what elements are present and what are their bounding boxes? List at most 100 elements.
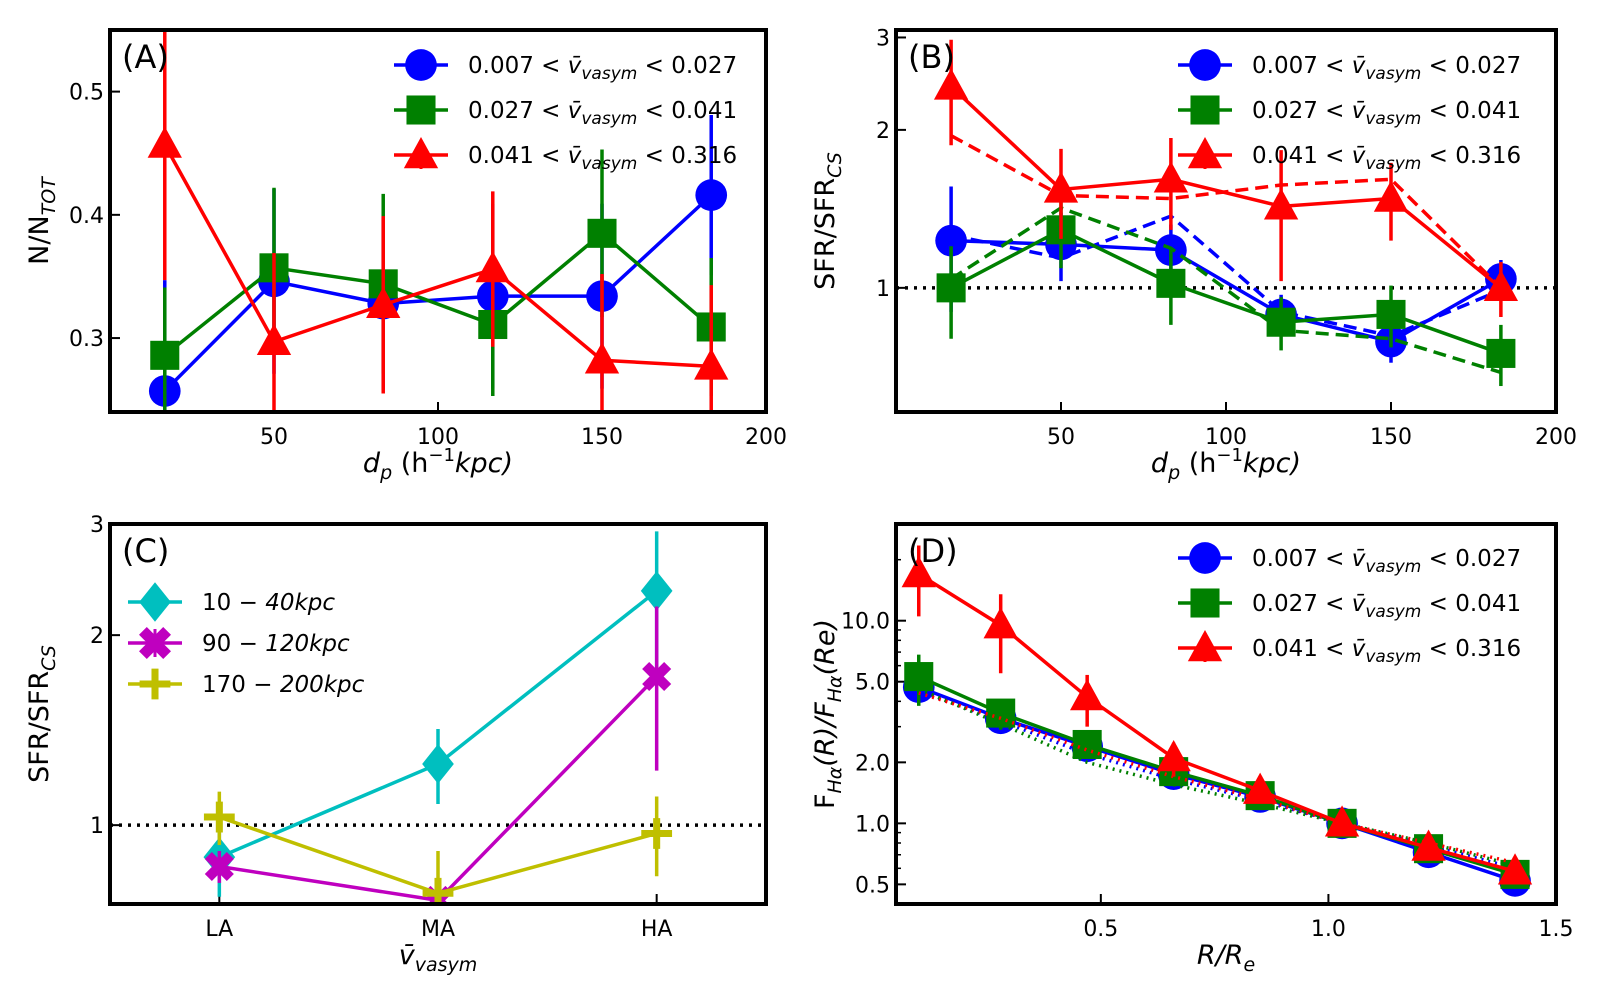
- legend-marker: [406, 95, 436, 125]
- series-line: [163, 231, 713, 357]
- legend-item-3: 0.041 < v̄vasym < 0.316: [394, 136, 737, 174]
- legend-item-3: 0.041 < v̄vasym < 0.316: [1178, 136, 1521, 174]
- legend-label: 0.027 < v̄vasym < 0.041: [468, 98, 737, 129]
- series-3: [203, 791, 673, 904]
- data-point: [366, 286, 401, 318]
- panel-label: (B): [908, 38, 955, 76]
- legend-item-2: 90 − 120kpc: [128, 627, 350, 659]
- y-tick-label: 10.0: [841, 610, 890, 635]
- legend: 0.007 < v̄vasym < 0.027 0.027 < v̄vasym <…: [1178, 49, 1521, 174]
- data-point: [1497, 853, 1533, 885]
- legend-label: 0.007 < v̄vasym < 0.027: [1252, 546, 1521, 577]
- y-tick-label: 5.0: [855, 671, 890, 696]
- data-point: [1156, 740, 1191, 772]
- y-tick-label: 0.5: [855, 873, 890, 898]
- plot-area-a: [147, 30, 729, 412]
- data-point: [936, 273, 966, 303]
- legend-label: 0.041 < v̄vasym < 0.316: [1252, 143, 1521, 174]
- plot-area-d: [901, 545, 1533, 897]
- axes-frame: [894, 28, 1558, 414]
- legend-marker: [1189, 49, 1221, 81]
- panel-label: (C): [122, 532, 169, 570]
- x-tick-label: 50: [260, 425, 288, 450]
- data-point-stroke: [641, 818, 673, 849]
- legend: 0.007 < v̄vasym < 0.027 0.027 < v̄vasym <…: [394, 49, 737, 174]
- x-tick-label: 100: [417, 425, 459, 450]
- legend: 10 − 40kpc 90 − 120kpc 170 − 200kpc: [128, 582, 365, 700]
- legend-item-1: 10 − 40kpc: [128, 582, 335, 622]
- axes-frame: [108, 522, 768, 906]
- data-point: [695, 179, 728, 211]
- legend-label: 0.007 < v̄vasym < 0.027: [1252, 53, 1521, 84]
- data-point: [1072, 729, 1102, 760]
- data-point-stroke: [203, 801, 235, 833]
- data-point: [204, 851, 234, 882]
- legend-label: 0.041 < v̄vasym < 0.316: [468, 143, 737, 174]
- y-axis-label: FHα(R)/FHα(Re): [810, 619, 846, 809]
- y-tick-label: 2: [876, 119, 890, 144]
- legend-label: 0.041 < v̄vasym < 0.316: [1252, 636, 1521, 667]
- x-tick-label: 0.5: [1083, 917, 1118, 942]
- series-3: [933, 39, 1519, 317]
- y-tick-label: 3: [90, 513, 104, 538]
- y-tick-label: 0.4: [69, 204, 104, 229]
- series-line: [949, 85, 1502, 290]
- series-line: [163, 143, 712, 369]
- data-point: [935, 224, 967, 257]
- legend-marker: [139, 668, 171, 700]
- y-tick-label: 2: [90, 624, 104, 649]
- legend-marker: [1187, 629, 1223, 662]
- legend-marker: [139, 627, 171, 659]
- series-line: [950, 227, 1502, 356]
- x-tick-label: MA: [421, 917, 455, 942]
- legend-marker: [1190, 588, 1220, 618]
- data-point: [475, 251, 510, 283]
- legend-item-1: 0.007 < v̄vasym < 0.027: [394, 49, 737, 84]
- data-point: [150, 340, 180, 370]
- y-tick-label: 1: [90, 814, 104, 839]
- data-point: [1373, 180, 1409, 212]
- legend-marker: [405, 49, 437, 81]
- data-point: [933, 68, 969, 100]
- x-tick-label: 1.5: [1539, 917, 1574, 942]
- data-point: [641, 818, 673, 849]
- panel-label: (A): [122, 38, 169, 76]
- series-dashed-line: [950, 205, 1502, 375]
- data-point: [203, 801, 235, 833]
- panel-c: 1 2 3 LA MA HA (C) 10 − 40kpc 90 − 120kpc 170 − 2…: [24, 513, 768, 976]
- series-line: [163, 193, 713, 393]
- series-3: [901, 545, 1533, 885]
- axes-frame: [108, 28, 768, 414]
- data-point: [986, 698, 1016, 728]
- data-point: [1043, 171, 1079, 203]
- legend-item-3: 0.041 < v̄vasym < 0.316: [1178, 629, 1521, 667]
- series-3: [147, 30, 729, 412]
- series-line: [951, 238, 1502, 344]
- data-point: [584, 342, 620, 374]
- data-point: [587, 218, 617, 248]
- series-2: [204, 606, 672, 904]
- y-tick-label: 0.3: [69, 327, 104, 352]
- legend-marker-stroke: [139, 627, 171, 659]
- data-point: [642, 661, 672, 692]
- legend-item-2: 0.027 < v̄vasym < 0.041: [394, 95, 737, 129]
- axes-frame: [894, 522, 1558, 906]
- y-tick-label: 1: [876, 277, 890, 302]
- series-1: [203, 531, 673, 897]
- y-axis-label: N/NTOT: [24, 176, 60, 265]
- series-1: [935, 186, 1517, 363]
- data-point: [256, 323, 292, 355]
- data-point: [1376, 299, 1406, 329]
- data-point: [1411, 829, 1446, 861]
- data-point: [904, 662, 934, 692]
- data-point: [1263, 188, 1299, 220]
- panel-d: 0.5 1.0 2.0 5.0 10.0 0.5 1.0 1.5 (D) 0.007 < v̄va…: [810, 522, 1574, 976]
- data-point: [1156, 268, 1186, 298]
- x-tick-label: 100: [1205, 425, 1247, 450]
- x-axis-label: dp (h−1kpc): [1151, 445, 1301, 484]
- y-axis-label: SFR/SFRCS: [810, 152, 846, 290]
- legend-marker-stroke: [139, 668, 171, 700]
- legend-marker: [1187, 136, 1223, 169]
- series-dashed-line: [950, 214, 1502, 338]
- legend-label: 170 − 200kpc: [202, 672, 365, 698]
